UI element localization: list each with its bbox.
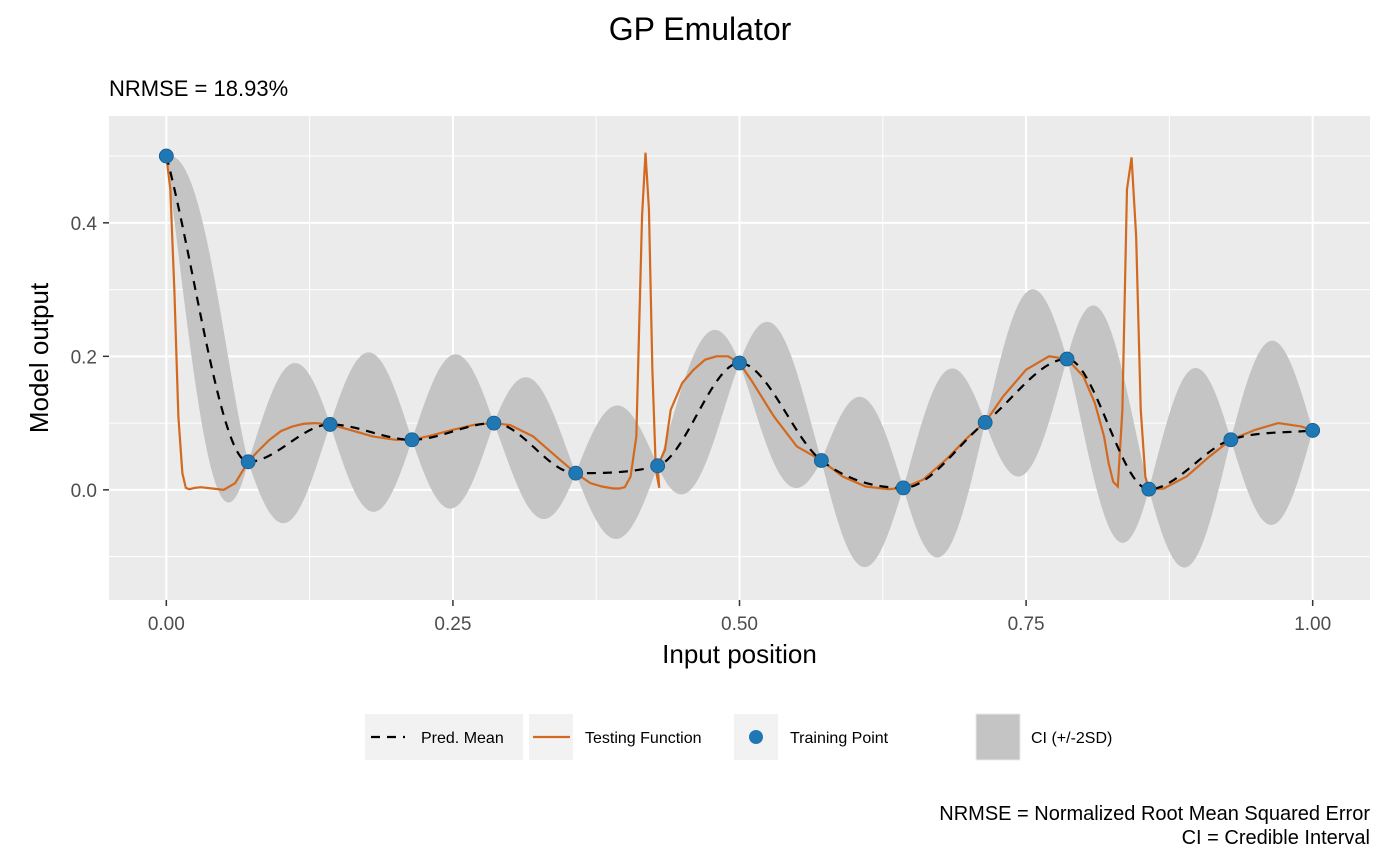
- legend-label-test: Testing Function: [585, 730, 702, 747]
- training-point: [650, 458, 666, 474]
- y-tick-label: 0.0: [71, 481, 97, 502]
- legend-label-ci: CI (+/-2SD): [1031, 730, 1112, 747]
- training-point: [1223, 432, 1239, 448]
- caption-line-2: CI = Credible Interval: [1182, 827, 1370, 849]
- training-point: [404, 432, 420, 448]
- x-tick-label: 0.25: [434, 614, 471, 635]
- y-axis-title: Model output: [24, 282, 54, 433]
- y-tick-label: 0.4: [71, 214, 98, 235]
- ci-band: [166, 155, 1313, 568]
- training-point: [322, 417, 338, 432]
- training-point: [486, 415, 502, 431]
- y-tick-label: 0.2: [71, 347, 97, 368]
- legend: Pred. Mean Testing Function Training Poi…: [365, 713, 1112, 761]
- training-point: [1141, 481, 1157, 497]
- training-points: [158, 148, 1321, 497]
- x-tick-label: 0.00: [148, 614, 185, 635]
- training-point: [1059, 351, 1075, 367]
- training-point: [1305, 423, 1321, 438]
- legend-key-train: [749, 730, 763, 744]
- x-axis-title: Input position: [662, 639, 817, 669]
- caption-line-1: NRMSE = Normalized Root Mean Squared Err…: [939, 803, 1370, 825]
- training-point: [813, 453, 829, 468]
- chart-title: GP Emulator: [609, 11, 792, 47]
- chart-subtitle: NRMSE = 18.93%: [109, 76, 288, 101]
- x-tick-label: 0.50: [721, 614, 758, 635]
- training-point: [895, 480, 911, 496]
- training-point: [240, 454, 256, 470]
- y-axis: 0.0 0.2 0.4: [71, 214, 109, 502]
- legend-label-mean: Pred. Mean: [421, 730, 504, 747]
- training-point: [158, 148, 174, 164]
- legend-label-train: Training Point: [790, 730, 889, 747]
- training-point: [568, 465, 584, 481]
- pred-mean-line: [165, 155, 1313, 491]
- training-point: [977, 415, 993, 430]
- x-tick-label: 0.75: [1008, 614, 1045, 635]
- training-point: [732, 355, 747, 371]
- legend-key-ci: [975, 713, 1021, 761]
- x-axis: 0.00 0.25 0.50 0.75 1.00: [148, 600, 1331, 635]
- x-tick-label: 1.00: [1294, 614, 1331, 635]
